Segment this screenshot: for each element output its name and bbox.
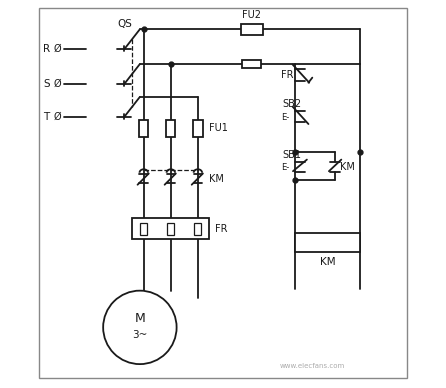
- Text: T: T: [43, 112, 50, 122]
- Bar: [242, 60, 261, 68]
- Text: E-: E-: [281, 113, 289, 121]
- Text: FU2: FU2: [243, 10, 261, 19]
- Text: Ø: Ø: [54, 112, 62, 122]
- Text: QS: QS: [117, 19, 132, 29]
- Circle shape: [103, 291, 177, 364]
- Text: SB1: SB1: [282, 149, 301, 159]
- Text: KM: KM: [340, 162, 355, 172]
- Text: E-: E-: [281, 163, 289, 172]
- Text: R: R: [43, 44, 50, 54]
- Bar: [193, 120, 202, 137]
- Text: www.elecfans.com: www.elecfans.com: [279, 363, 345, 369]
- Bar: [132, 218, 210, 239]
- Text: FR: FR: [215, 224, 228, 234]
- Bar: [139, 120, 149, 137]
- Text: 3~: 3~: [132, 330, 148, 340]
- Bar: [194, 223, 201, 235]
- Bar: [167, 223, 174, 235]
- Bar: [294, 233, 360, 251]
- Text: Ø: Ø: [54, 44, 62, 54]
- Text: FU1: FU1: [209, 123, 227, 133]
- Text: KM: KM: [320, 257, 335, 267]
- Text: KM: KM: [209, 173, 223, 184]
- Text: S: S: [43, 79, 50, 89]
- Bar: [140, 223, 147, 235]
- Text: FR: FR: [281, 70, 293, 80]
- Text: SB2: SB2: [282, 99, 301, 109]
- Text: M: M: [135, 312, 145, 326]
- Bar: [241, 24, 263, 35]
- Text: Ø: Ø: [54, 79, 62, 89]
- Bar: [166, 120, 175, 137]
